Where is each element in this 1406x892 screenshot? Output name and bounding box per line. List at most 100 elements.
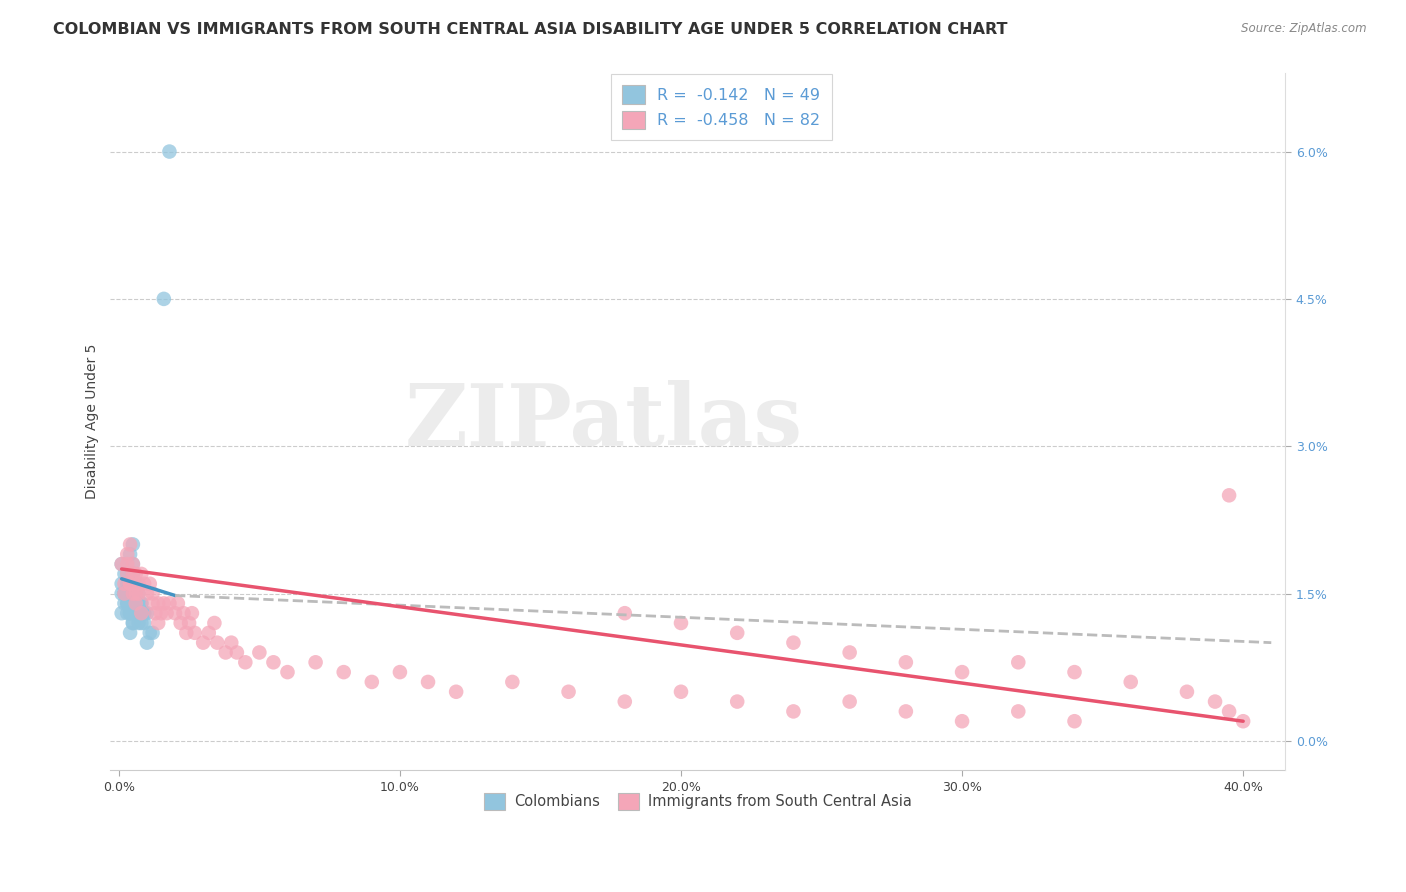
Point: [1175, 685, 1198, 699]
Point: [360, 675, 382, 690]
Point: [205, 635, 228, 649]
Point: [114, 586, 136, 600]
Point: [120, 606, 142, 620]
Point: [557, 685, 579, 699]
Point: [122, 566, 145, 581]
Point: [114, 566, 136, 581]
Point: [120, 576, 142, 591]
Point: [613, 606, 636, 620]
Point: [176, 625, 198, 640]
Point: [214, 645, 236, 659]
Point: [148, 596, 170, 610]
Point: [669, 615, 692, 630]
Point: [120, 625, 142, 640]
Point: [179, 615, 201, 630]
Point: [125, 566, 148, 581]
Point: [117, 547, 139, 561]
Point: [950, 714, 973, 729]
Point: [725, 625, 748, 640]
Point: [1063, 714, 1085, 729]
Point: [1007, 655, 1029, 669]
Point: [613, 695, 636, 709]
Point: [139, 625, 162, 640]
Point: [117, 566, 139, 581]
Point: [170, 615, 193, 630]
Point: [165, 606, 187, 620]
Point: [153, 292, 176, 306]
Point: [669, 685, 692, 699]
Point: [1232, 714, 1254, 729]
Point: [111, 557, 134, 571]
Point: [142, 586, 165, 600]
Point: [122, 576, 145, 591]
Point: [114, 586, 136, 600]
Point: [111, 586, 134, 600]
Point: [134, 576, 156, 591]
Point: [134, 606, 156, 620]
Point: [120, 547, 142, 561]
Point: [117, 557, 139, 571]
Point: [1119, 675, 1142, 690]
Point: [247, 645, 270, 659]
Point: [173, 606, 195, 620]
Point: [782, 635, 804, 649]
Point: [128, 615, 150, 630]
Point: [894, 655, 917, 669]
Point: [136, 606, 159, 620]
Point: [120, 537, 142, 551]
Text: ZIPatlas: ZIPatlas: [405, 380, 803, 464]
Point: [122, 557, 145, 571]
Point: [233, 655, 256, 669]
Point: [114, 596, 136, 610]
Point: [111, 557, 134, 571]
Text: Source: ZipAtlas.com: Source: ZipAtlas.com: [1241, 22, 1367, 36]
Point: [142, 625, 165, 640]
Point: [120, 586, 142, 600]
Point: [139, 576, 162, 591]
Point: [501, 675, 523, 690]
Point: [148, 615, 170, 630]
Point: [136, 635, 159, 649]
Point: [117, 576, 139, 591]
Point: [159, 596, 181, 610]
Point: [117, 606, 139, 620]
Point: [131, 615, 153, 630]
Point: [153, 596, 176, 610]
Point: [181, 606, 204, 620]
Point: [202, 615, 225, 630]
Point: [111, 606, 134, 620]
Point: [191, 635, 214, 649]
Point: [159, 145, 181, 159]
Point: [134, 615, 156, 630]
Point: [142, 596, 165, 610]
Point: [219, 635, 242, 649]
Point: [1218, 705, 1240, 719]
Point: [122, 615, 145, 630]
Point: [950, 665, 973, 679]
Point: [134, 606, 156, 620]
Point: [416, 675, 439, 690]
Point: [276, 665, 298, 679]
Point: [782, 705, 804, 719]
Point: [122, 586, 145, 600]
Point: [150, 606, 173, 620]
Point: [111, 576, 134, 591]
Point: [131, 606, 153, 620]
Point: [725, 695, 748, 709]
Point: [125, 586, 148, 600]
Point: [128, 586, 150, 600]
Point: [125, 596, 148, 610]
Point: [136, 586, 159, 600]
Point: [1007, 705, 1029, 719]
Point: [117, 596, 139, 610]
Point: [262, 655, 284, 669]
Point: [122, 615, 145, 630]
Text: COLOMBIAN VS IMMIGRANTS FROM SOUTH CENTRAL ASIA DISABILITY AGE UNDER 5 CORRELATI: COLOMBIAN VS IMMIGRANTS FROM SOUTH CENTR…: [53, 22, 1008, 37]
Point: [444, 685, 467, 699]
Point: [304, 655, 326, 669]
Point: [125, 606, 148, 620]
Point: [131, 606, 153, 620]
Point: [156, 606, 179, 620]
Point: [128, 596, 150, 610]
Point: [167, 596, 190, 610]
